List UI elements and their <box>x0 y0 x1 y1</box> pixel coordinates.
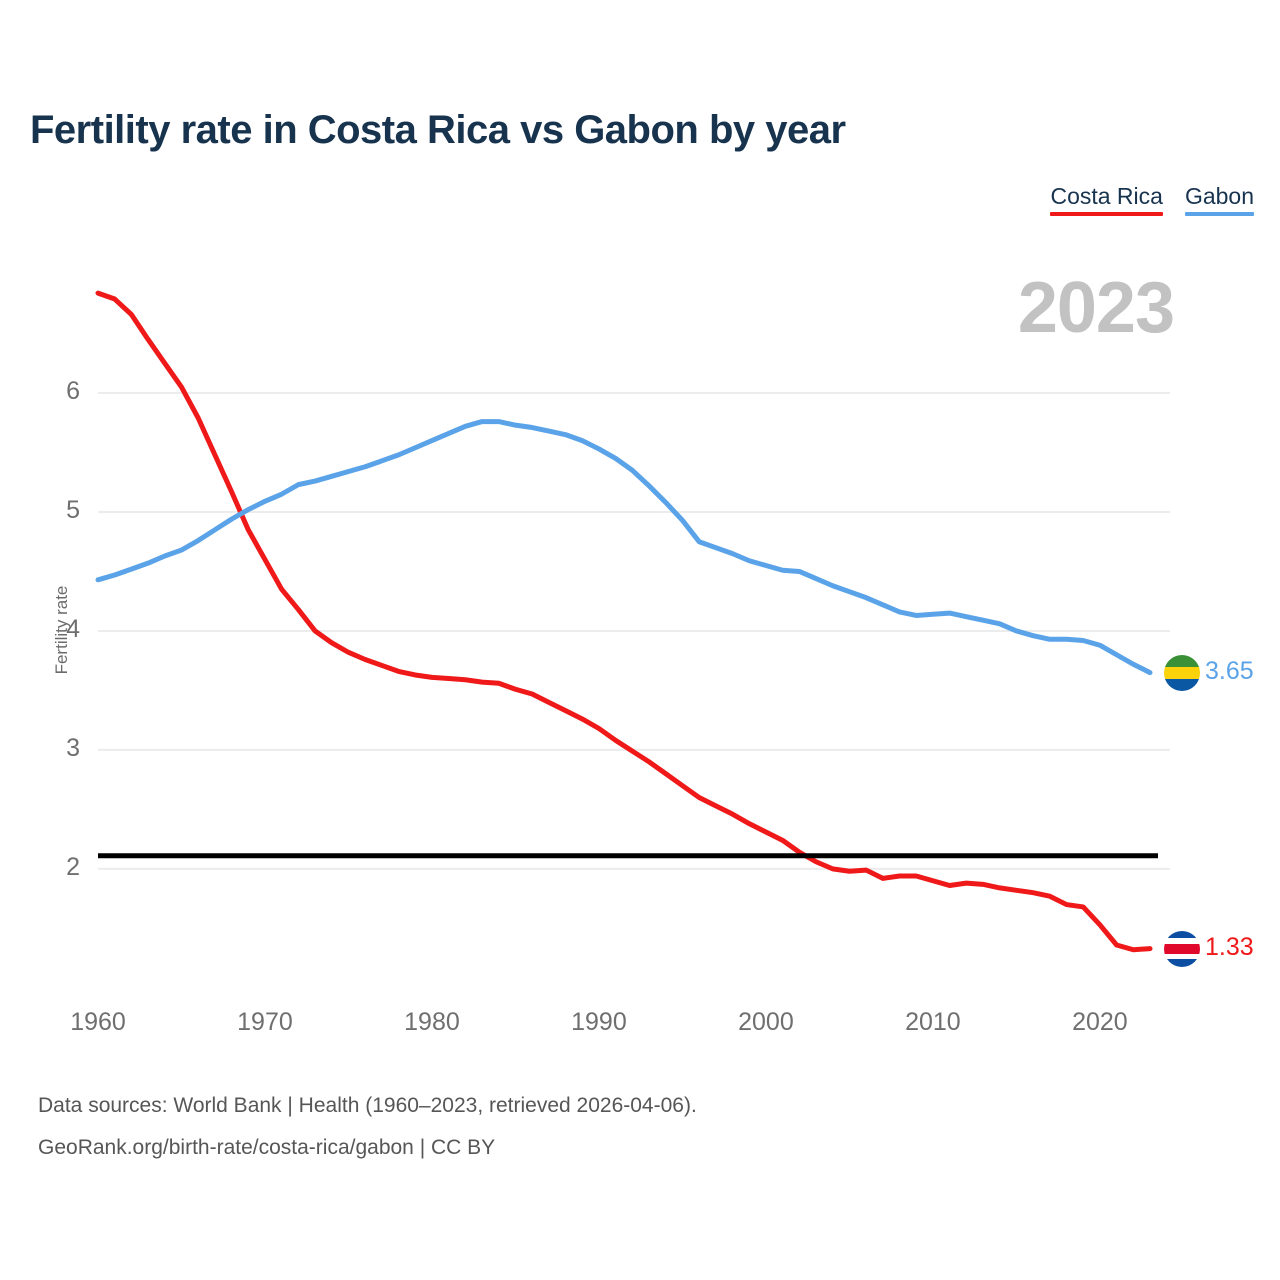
x-tick-label: 2020 <box>1072 1008 1128 1036</box>
y-tick-label: 5 <box>66 495 80 524</box>
footer-line-attribution: GeoRank.org/birth-rate/costa-rica/gabon … <box>38 1136 496 1159</box>
series-line-gabon <box>95 419 1153 676</box>
legend-swatch-gabon <box>1184 212 1254 216</box>
series-line-costa-rica <box>95 290 1153 953</box>
costa-rica-end-label: 1.33 <box>1205 932 1254 961</box>
legend-label-gabon: Gabon <box>1184 183 1254 209</box>
legend-label-costa-rica: Costa Rica <box>1050 183 1163 209</box>
page-title: Fertility rate in Costa Rica vs Gabon by… <box>30 108 846 152</box>
chart-legend: Costa Rica Gabon <box>1050 183 1254 216</box>
costa-rica-flag-icon <box>1164 930 1200 967</box>
legend-item-gabon[interactable]: Gabon <box>1184 183 1254 216</box>
gabon-end-label: 3.65 <box>1205 656 1254 685</box>
y-tick-label: 4 <box>66 614 80 643</box>
x-tick-label: 1980 <box>404 1008 460 1036</box>
footer-note: Data sources: World Bank | Health (1960–… <box>38 1085 697 1169</box>
x-tick-label: 1960 <box>70 1008 126 1036</box>
gridlines <box>98 392 1170 870</box>
x-tick-label: 2000 <box>738 1008 794 1036</box>
x-tick-label: 1970 <box>237 1008 293 1036</box>
year-badge: 2023 <box>1017 268 1175 348</box>
x-tick-label: 1990 <box>571 1008 627 1036</box>
gabon-flag-icon <box>1164 654 1200 691</box>
x-tick-label: 2010 <box>905 1008 961 1036</box>
series-paths <box>95 290 1153 953</box>
footer-line-sources: Data sources: World Bank | Health (1960–… <box>38 1094 697 1117</box>
legend-swatch-costa-rica <box>1050 212 1163 216</box>
y-tick-label: 2 <box>66 852 80 881</box>
legend-item-costa-rica[interactable]: Costa Rica <box>1050 183 1163 216</box>
y-tick-label: 6 <box>66 377 80 406</box>
y-tick-label: 3 <box>66 733 80 762</box>
